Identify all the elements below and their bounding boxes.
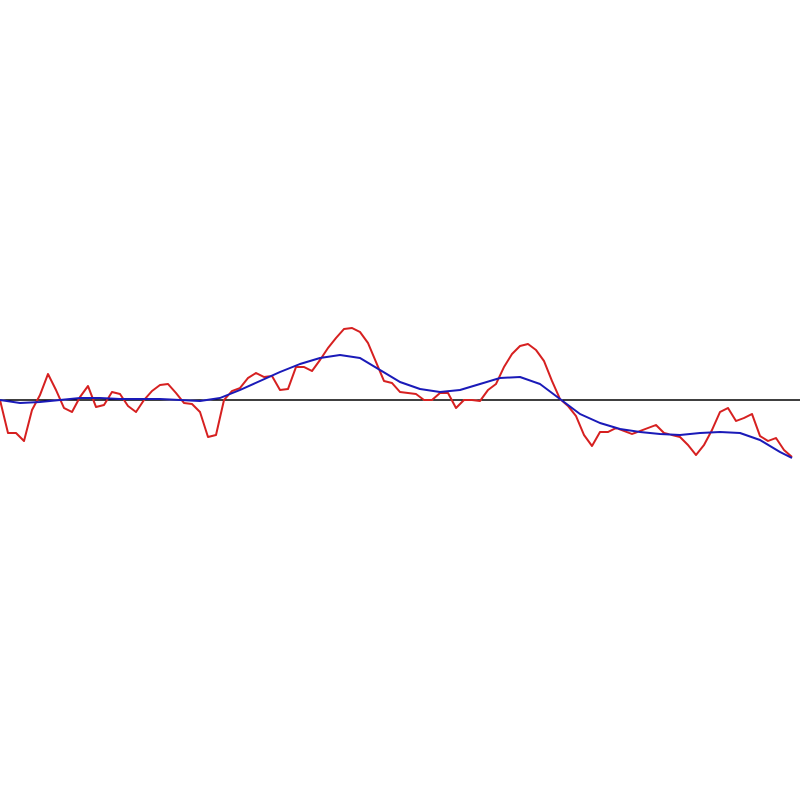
series-line — [0, 327, 793, 458]
series-line — [0, 354, 793, 459]
